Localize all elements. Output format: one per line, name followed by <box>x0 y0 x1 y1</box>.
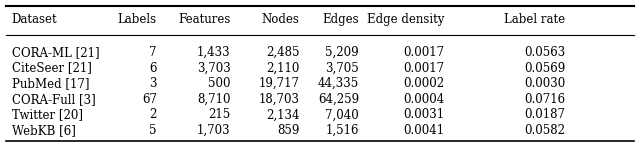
Text: 1,433: 1,433 <box>196 46 230 59</box>
Text: 1,703: 1,703 <box>196 124 230 137</box>
Text: 0.0187: 0.0187 <box>524 108 565 121</box>
Text: CORA-Full [3]: CORA-Full [3] <box>12 93 95 106</box>
Text: 5,209: 5,209 <box>325 46 359 59</box>
Text: 18,703: 18,703 <box>259 93 300 106</box>
Text: CORA-ML [21]: CORA-ML [21] <box>12 46 99 59</box>
Text: Labels: Labels <box>118 13 157 26</box>
Text: 3,705: 3,705 <box>325 62 359 75</box>
Text: 215: 215 <box>208 108 230 121</box>
Text: WebKB [6]: WebKB [6] <box>12 124 76 137</box>
Text: Edge density: Edge density <box>367 13 445 26</box>
Text: 859: 859 <box>277 124 300 137</box>
Text: Features: Features <box>178 13 230 26</box>
Text: 67: 67 <box>142 93 157 106</box>
Text: 0.0017: 0.0017 <box>404 62 445 75</box>
Text: Twitter [20]: Twitter [20] <box>12 108 83 121</box>
Text: 8,710: 8,710 <box>197 93 230 106</box>
Text: 19,717: 19,717 <box>259 77 300 90</box>
Text: 0.0563: 0.0563 <box>524 46 565 59</box>
Text: 0.0716: 0.0716 <box>524 93 565 106</box>
Text: 64,259: 64,259 <box>318 93 359 106</box>
Text: 2,134: 2,134 <box>266 108 300 121</box>
Text: 1,516: 1,516 <box>326 124 359 137</box>
Text: 7,040: 7,040 <box>325 108 359 121</box>
Text: Nodes: Nodes <box>262 13 300 26</box>
Text: 0.0569: 0.0569 <box>524 62 565 75</box>
Text: 3,703: 3,703 <box>196 62 230 75</box>
Text: 2,110: 2,110 <box>266 62 300 75</box>
Text: 2: 2 <box>149 108 157 121</box>
Text: 44,335: 44,335 <box>318 77 359 90</box>
Text: PubMed [17]: PubMed [17] <box>12 77 89 90</box>
Text: 0.0041: 0.0041 <box>404 124 445 137</box>
Text: Edges: Edges <box>323 13 359 26</box>
Text: CiteSeer [21]: CiteSeer [21] <box>12 62 92 75</box>
Text: 0.0017: 0.0017 <box>404 46 445 59</box>
Text: 500: 500 <box>208 77 230 90</box>
Text: 7: 7 <box>149 46 157 59</box>
Text: 0.0030: 0.0030 <box>524 77 565 90</box>
Text: Dataset: Dataset <box>12 13 57 26</box>
Text: 0.0031: 0.0031 <box>404 108 445 121</box>
Text: 0.0582: 0.0582 <box>524 124 565 137</box>
Text: 6: 6 <box>149 62 157 75</box>
Text: 3: 3 <box>149 77 157 90</box>
Text: 0.0002: 0.0002 <box>404 77 445 90</box>
Text: 5: 5 <box>149 124 157 137</box>
Text: 0.0004: 0.0004 <box>404 93 445 106</box>
Text: 2,485: 2,485 <box>266 46 300 59</box>
Text: Label rate: Label rate <box>504 13 565 26</box>
